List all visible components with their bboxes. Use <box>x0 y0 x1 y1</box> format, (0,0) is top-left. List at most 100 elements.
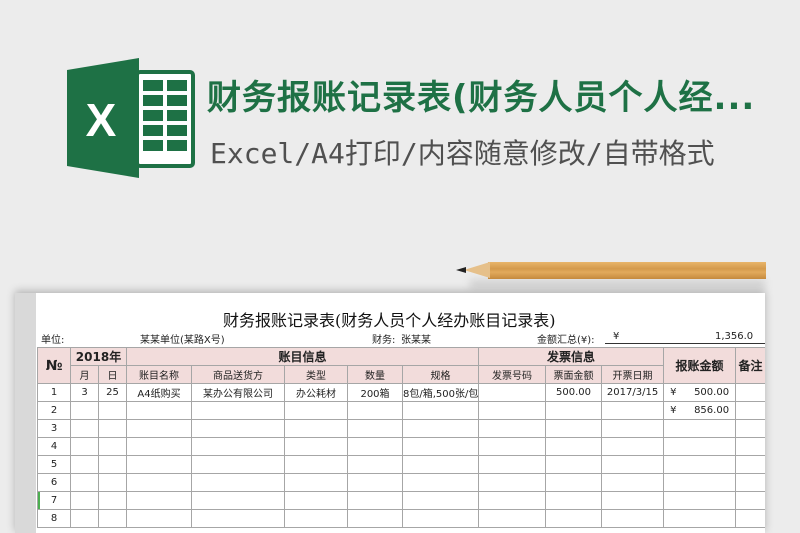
cell-account-name[interactable] <box>126 419 192 438</box>
cell-invoice-no[interactable] <box>478 509 547 528</box>
cell-account-name[interactable] <box>126 509 192 528</box>
cell-invoice-date[interactable] <box>601 455 665 474</box>
row-number[interactable]: 3 <box>37 419 71 438</box>
cell-face-amount[interactable] <box>545 437 603 456</box>
cell-remark[interactable] <box>735 419 765 438</box>
cell-reimburse-amount[interactable] <box>663 419 737 438</box>
cell-invoice-date[interactable] <box>601 473 665 492</box>
unit-value[interactable]: 某某单位(某路X号) <box>140 335 225 346</box>
cell-reimburse-amount[interactable] <box>663 473 737 492</box>
cell-month[interactable]: 3 <box>70 383 99 402</box>
cell-reimburse-amount[interactable] <box>663 455 737 474</box>
cell-type[interactable] <box>284 437 348 456</box>
cell-spec[interactable] <box>401 509 480 528</box>
cell-spec[interactable] <box>401 401 480 420</box>
cell-month[interactable] <box>70 455 99 474</box>
cell-reimburse-amount[interactable] <box>663 491 737 510</box>
cell-invoice-no[interactable] <box>478 491 547 510</box>
cell-type[interactable] <box>284 401 348 420</box>
cell-remark[interactable] <box>735 401 765 420</box>
row-number[interactable]: 5 <box>37 455 71 474</box>
cell-account-name[interactable] <box>126 437 192 456</box>
cell-reimburse-amount[interactable]: ¥500.00 <box>663 383 737 402</box>
finance-value[interactable]: 张某某 <box>401 335 431 346</box>
cell-invoice-date[interactable] <box>601 491 665 510</box>
row-number[interactable]: 1 <box>37 383 71 402</box>
cell-reimburse-amount[interactable] <box>663 509 737 528</box>
row-number[interactable]: 8 <box>37 509 71 528</box>
cell-day[interactable] <box>98 419 127 438</box>
cell-day[interactable]: 25 <box>98 383 127 402</box>
cell-day[interactable] <box>98 401 127 420</box>
cell-quantity[interactable] <box>347 401 403 420</box>
cell-spec[interactable] <box>401 437 480 456</box>
cell-reimburse-amount[interactable] <box>663 437 737 456</box>
cell-quantity[interactable] <box>347 419 403 438</box>
cell-month[interactable] <box>70 509 99 528</box>
cell-day[interactable] <box>98 473 127 492</box>
cell-invoice-no[interactable] <box>478 383 547 402</box>
cell-spec[interactable] <box>401 455 480 474</box>
cell-quantity[interactable] <box>347 473 403 492</box>
cell-face-amount[interactable] <box>545 473 603 492</box>
cell-reimburse-amount[interactable]: ¥856.00 <box>663 401 737 420</box>
cell-account-name[interactable] <box>126 473 192 492</box>
cell-quantity[interactable]: 200箱 <box>347 383 403 402</box>
cell-supplier[interactable] <box>191 473 285 492</box>
cell-face-amount[interactable] <box>545 491 603 510</box>
cell-invoice-date[interactable] <box>601 509 665 528</box>
row-number[interactable]: 4 <box>37 437 71 456</box>
cell-type[interactable] <box>284 419 348 438</box>
cell-quantity[interactable] <box>347 491 403 510</box>
cell-invoice-no[interactable] <box>478 455 547 474</box>
cell-type[interactable]: 办公耗材 <box>284 383 348 402</box>
cell-face-amount[interactable]: 500.00 <box>545 383 603 402</box>
cell-remark[interactable] <box>735 383 765 402</box>
cell-day[interactable] <box>98 437 127 456</box>
cell-account-name[interactable]: A4纸购买 <box>126 383 192 402</box>
row-number[interactable]: 6 <box>37 473 71 492</box>
cell-month[interactable] <box>70 437 99 456</box>
cell-invoice-no[interactable] <box>478 419 547 438</box>
cell-remark[interactable] <box>735 473 765 492</box>
cell-supplier[interactable] <box>191 401 285 420</box>
cell-face-amount[interactable] <box>545 455 603 474</box>
cell-account-name[interactable] <box>126 401 192 420</box>
cell-spec[interactable] <box>401 473 480 492</box>
cell-remark[interactable] <box>735 455 765 474</box>
cell-supplier[interactable] <box>191 437 285 456</box>
cell-spec[interactable] <box>401 491 480 510</box>
cell-invoice-no[interactable] <box>478 473 547 492</box>
cell-day[interactable] <box>98 455 127 474</box>
cell-spec[interactable] <box>401 419 480 438</box>
cell-month[interactable] <box>70 491 99 510</box>
cell-invoice-no[interactable] <box>478 437 547 456</box>
row-number[interactable]: 2 <box>37 401 71 420</box>
cell-remark[interactable] <box>735 437 765 456</box>
cell-quantity[interactable] <box>347 455 403 474</box>
cell-invoice-date[interactable] <box>601 419 665 438</box>
cell-supplier[interactable] <box>191 509 285 528</box>
cell-face-amount[interactable] <box>545 401 603 420</box>
row-number[interactable]: 7 <box>37 491 71 510</box>
cell-supplier[interactable]: 某办公有限公司 <box>191 383 285 402</box>
cell-supplier[interactable] <box>191 491 285 510</box>
cell-month[interactable] <box>70 401 99 420</box>
cell-supplier[interactable] <box>191 419 285 438</box>
cell-day[interactable] <box>98 509 127 528</box>
cell-type[interactable] <box>284 473 348 492</box>
total-value[interactable]: 1,356.0 <box>715 331 754 342</box>
cell-account-name[interactable] <box>126 455 192 474</box>
cell-face-amount[interactable] <box>545 509 603 528</box>
cell-month[interactable] <box>70 473 99 492</box>
cell-supplier[interactable] <box>191 455 285 474</box>
cell-invoice-no[interactable] <box>478 401 547 420</box>
cell-remark[interactable] <box>735 491 765 510</box>
cell-account-name[interactable] <box>126 491 192 510</box>
cell-day[interactable] <box>98 491 127 510</box>
cell-type[interactable] <box>284 509 348 528</box>
cell-month[interactable] <box>70 419 99 438</box>
cell-type[interactable] <box>284 455 348 474</box>
cell-invoice-date[interactable]: 2017/3/15 <box>601 383 665 402</box>
cell-type[interactable] <box>284 491 348 510</box>
